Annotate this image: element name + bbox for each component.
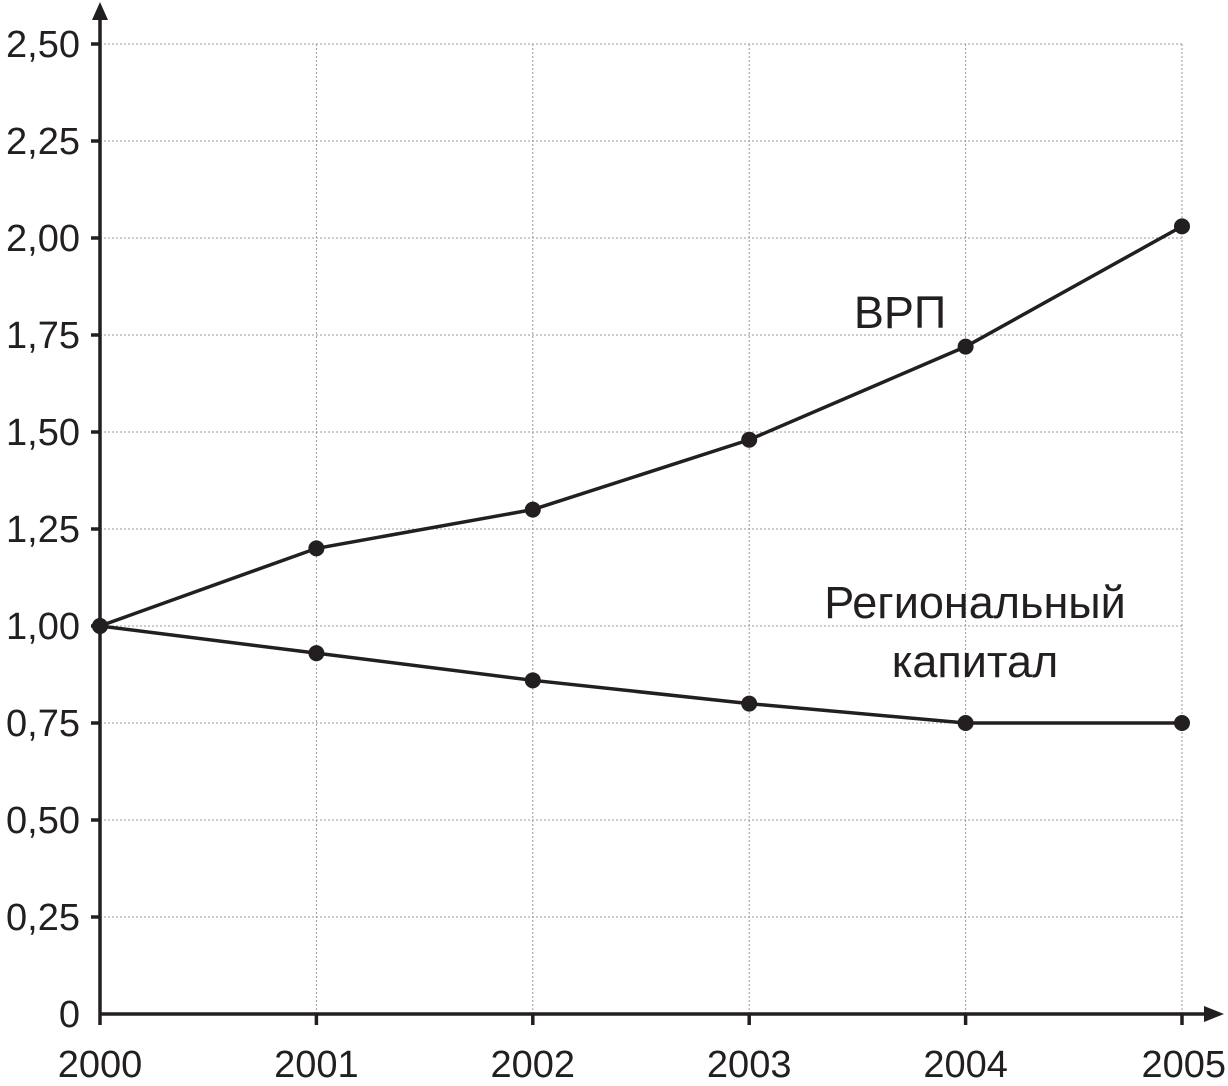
data-point-series-1 [1174, 715, 1190, 731]
data-point-series-1 [741, 695, 758, 712]
series-label-regional-capital-line2: капитал [892, 636, 1059, 687]
series-label-vrp: ВРП [854, 287, 946, 338]
y-tick-label: 1,25 [6, 509, 80, 551]
data-point-series-0 [957, 338, 974, 355]
y-axis-arrow [92, 2, 108, 20]
series [92, 218, 1190, 731]
series-line-1 [99, 624, 1182, 725]
axes [91, 2, 1224, 1025]
x-tick-label: 2001 [274, 1044, 359, 1081]
y-axis-tick-labels: 0 0,25 0,50 0,75 1,00 1,25 1,50 1,75 2,00 2,25 2,5… [6, 24, 80, 1036]
y-tick-label: 0,75 [6, 703, 80, 745]
y-tick-label: 2,50 [6, 24, 80, 66]
x-tick-label: 2004 [923, 1044, 1008, 1081]
grid [100, 43, 1183, 1014]
y-tick-label: 2,00 [6, 218, 80, 260]
data-point-series-0 [741, 431, 758, 448]
y-tick-label: 0,25 [6, 897, 80, 939]
y-tick-label: 1,75 [6, 315, 80, 357]
series-label-regional-capital-line1: Региональный [824, 577, 1126, 628]
data-point-series-1 [524, 672, 541, 689]
data-point-series-1 [957, 715, 974, 731]
x-axis-tick-labels: 2000 2001 2002 2003 2004 2005 [58, 1044, 1226, 1086]
data-point-series-0 [308, 540, 325, 557]
x-tick-label: 2000 [58, 1044, 143, 1081]
series-line-0 [99, 224, 1183, 628]
y-tick-label: 1,00 [6, 606, 80, 648]
y-tick-label: 2,25 [6, 121, 80, 163]
x-tick-label: 2005 [1141, 1044, 1226, 1081]
y-tick-label: 0 [59, 994, 80, 1036]
data-point-series-0 [524, 501, 541, 518]
data-point-series-1 [92, 618, 108, 634]
x-tick-label: 2003 [707, 1044, 792, 1081]
data-point-series-1 [308, 645, 325, 662]
data-point-series-0 [1174, 218, 1190, 235]
x-axis-arrow [1204, 1006, 1224, 1022]
x-tick-label: 2002 [491, 1044, 576, 1081]
y-tick-label: 0,50 [6, 800, 80, 842]
y-tick-label: 1,50 [6, 412, 80, 454]
